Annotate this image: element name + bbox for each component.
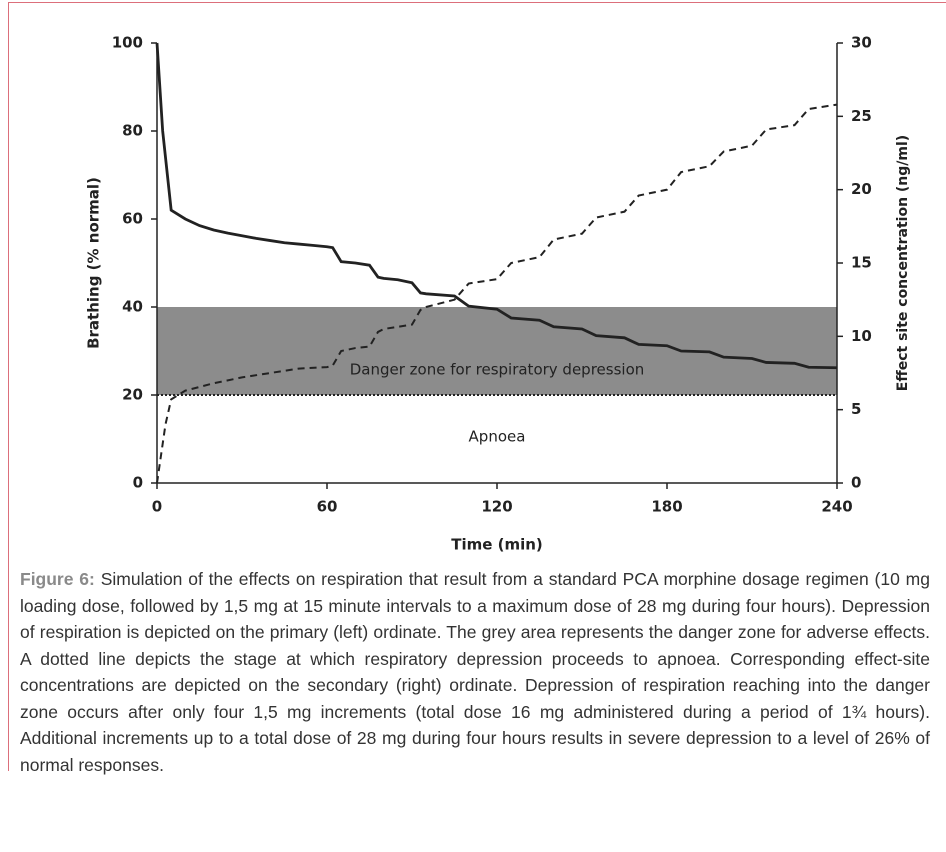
y-tick-label: 60 xyxy=(122,210,143,228)
series-line xyxy=(155,42,838,370)
chart: Time (min) Brathing (% normal) Effect si… xyxy=(85,34,912,554)
x-axis-label: Time (min) xyxy=(451,536,543,554)
caption-text: Simulation of the effects on respiration… xyxy=(20,569,930,775)
y-axis-label: Brathing (% normal) xyxy=(85,177,103,349)
y2-tick-label: 25 xyxy=(851,107,872,125)
x-tick-label: 180 xyxy=(651,498,682,516)
apnoea-label: Apnoea xyxy=(469,428,526,446)
y-tick-label: 80 xyxy=(122,122,143,140)
y-tick-label: 40 xyxy=(122,298,143,316)
caption: Figure 6: Simulation of the effects on r… xyxy=(20,566,930,778)
x-tick-label: 120 xyxy=(481,498,512,516)
x-tick-label: 60 xyxy=(317,498,338,516)
y-tick-label: 100 xyxy=(112,34,143,52)
y2-axis-label: Effect site concentration (ng/ml) xyxy=(895,135,911,391)
y-tick-label: 20 xyxy=(122,386,143,404)
danger-zone-label: Danger zone for respiratory depression xyxy=(350,361,645,379)
figure-frame xyxy=(8,2,946,771)
x-tick-label: 0 xyxy=(152,498,162,516)
danger-zone xyxy=(157,307,837,395)
y-tick-label: 0 xyxy=(133,474,143,492)
y2-tick-label: 30 xyxy=(851,34,872,52)
caption-label: Figure 6: xyxy=(20,569,95,589)
y2-tick-label: 10 xyxy=(851,327,872,345)
series-line xyxy=(156,103,838,484)
y2-tick-label: 5 xyxy=(851,400,861,418)
y2-tick-label: 20 xyxy=(851,180,872,198)
y2-tick-label: 15 xyxy=(851,254,872,272)
y2-tick-label: 0 xyxy=(851,474,861,492)
x-tick-label: 240 xyxy=(821,498,852,516)
